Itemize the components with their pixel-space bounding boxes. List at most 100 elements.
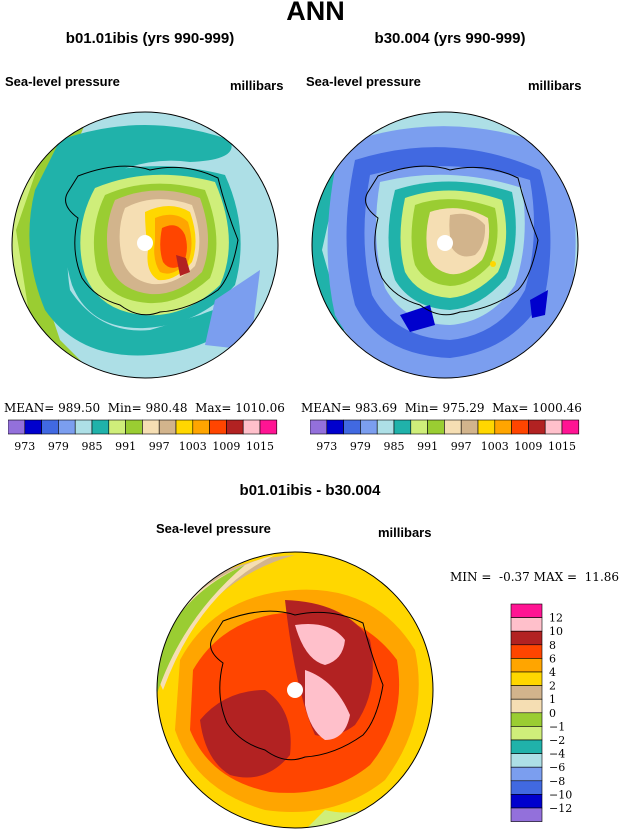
cb3-tick-label: −8 [549,775,565,788]
cb1-swatch [142,419,160,435]
cb2-swatch [528,419,546,435]
cb1-swatch [242,419,261,435]
cb3-swatch [510,794,543,809]
panel2-min-value: 975.29 [442,401,485,415]
cb3-tick-label: 1 [549,693,556,706]
map3-contour-10to12-north [295,624,345,665]
cb1-swatch [175,419,194,435]
cb3-swatch [510,603,543,618]
map1-blue-patch [205,270,260,350]
cb3-swatch [510,630,543,646]
cb2-swatch [360,419,378,435]
cb2-tick-label: 979 [350,440,371,453]
cb3-tick-label: 6 [549,652,556,665]
cb3-swatch [510,739,543,754]
cb3-swatch [510,685,543,700]
cb1-swatch [8,419,26,435]
cb1-swatch [74,419,93,435]
map1-coastline [65,165,239,316]
panel3-stats: MIN = -0.37 MAX = 11.86 [450,570,619,584]
cb2-swatch [376,419,395,435]
cb3-swatch [510,617,543,632]
cb3-swatch [510,712,543,727]
main-title: ANN [286,0,345,26]
cb1-tick-label: 973 [14,440,35,453]
cb1-tick-label: 979 [48,440,69,453]
cb2-swatch [444,419,462,435]
cb1-tick-label: 1003 [179,440,207,453]
cb3-swatch [510,780,543,795]
panel2-title: b30.004 (yrs 990-999) [374,30,526,47]
cb3-swatch [510,658,543,673]
cb2-swatch [393,419,412,435]
cb3-tick-label: −10 [549,788,572,801]
panel1-colorbar: 973 979 985 991 997 1003 1009 1015 [8,419,278,453]
cb3-swatch [510,698,543,714]
cb2-swatch [326,419,344,435]
panel3-max-label: MAX = [533,570,578,584]
cb3-tick-label: 10 [549,625,563,638]
cb2-tick-label: 991 [417,440,438,453]
panel2-left-label: Sea-level pressure [306,74,421,89]
panel1-max-label: Max= [195,401,232,415]
cb1-tick-label: 985 [82,440,103,453]
cb1-swatch [226,419,244,435]
cb2-swatch [561,419,580,435]
cb1-tick-label: 1015 [246,440,274,453]
map2-border [311,111,579,379]
panel2-min-label: Min= [404,401,439,415]
panel3-map [156,551,434,829]
map2-pole-marker [437,235,453,251]
cb3-tick-label: 12 [549,612,563,625]
cb1-swatch [125,419,143,435]
panel3-max-value: 11.86 [584,570,620,584]
cb3-tick-label: 0 [549,707,556,720]
panel2-map [311,111,579,379]
cb2-tick-label: 1015 [548,440,576,453]
map1-border [11,111,279,379]
cb1-swatch [41,419,59,435]
cb2-swatch [460,419,479,435]
cb3-swatch [510,726,543,741]
cb2-swatch [511,419,529,435]
panel1-title: b01.01ibis (yrs 990-999) [65,30,235,47]
cb1-swatch [192,419,210,435]
cb2-swatch [427,419,445,435]
map3-border [156,551,434,829]
panel2-stats: MEAN= 983.69 Min= 975.29 Max= 1000.46 [301,401,582,415]
map3-contour-10to12-south [305,670,350,740]
map1-pole-marker [137,235,153,251]
cb2-tick-label: 1009 [514,440,542,453]
cb1-tick-label: 1009 [212,440,240,453]
cb2-swatch [410,419,428,435]
panel3-min-value: -0.37 [499,570,530,584]
panel2-mean-label: MEAN= [301,401,352,415]
map2-low-west [400,305,435,332]
cb2-tick-label: 985 [384,440,405,453]
cb2-tick-label: 973 [316,440,337,453]
map2-low-east [530,290,548,318]
cb3-tick-label: −1 [549,720,565,733]
panel1-min-value: 980.48 [145,401,188,415]
panel2-right-label: millibars [528,78,582,93]
cb2-swatch [343,419,361,435]
cb3-swatch [510,671,543,686]
panel2-mean-value: 983.69 [355,401,398,415]
map3-coastline [210,610,384,761]
panel1-right-label: millibars [230,78,284,93]
cb3-swatch [510,766,543,782]
cb2-tick-label: 997 [451,440,472,453]
cb3-tick-label: −6 [549,761,565,774]
cb3-swatch [510,753,543,768]
panel1-stats: MEAN= 989.50 Min= 980.48 Max= 1010.06 [4,401,285,415]
map2-contour-1003 [490,261,496,267]
cb1-swatch [209,419,227,435]
cb3-swatch [510,807,543,822]
panel3-right-label: millibars [378,525,432,540]
cb3-swatch [510,644,543,659]
cb1-tick-label: 997 [149,440,170,453]
panel1-max-value: 1010.06 [235,401,285,415]
cb3-tick-label: 4 [549,666,556,679]
panel1-map [11,111,279,379]
